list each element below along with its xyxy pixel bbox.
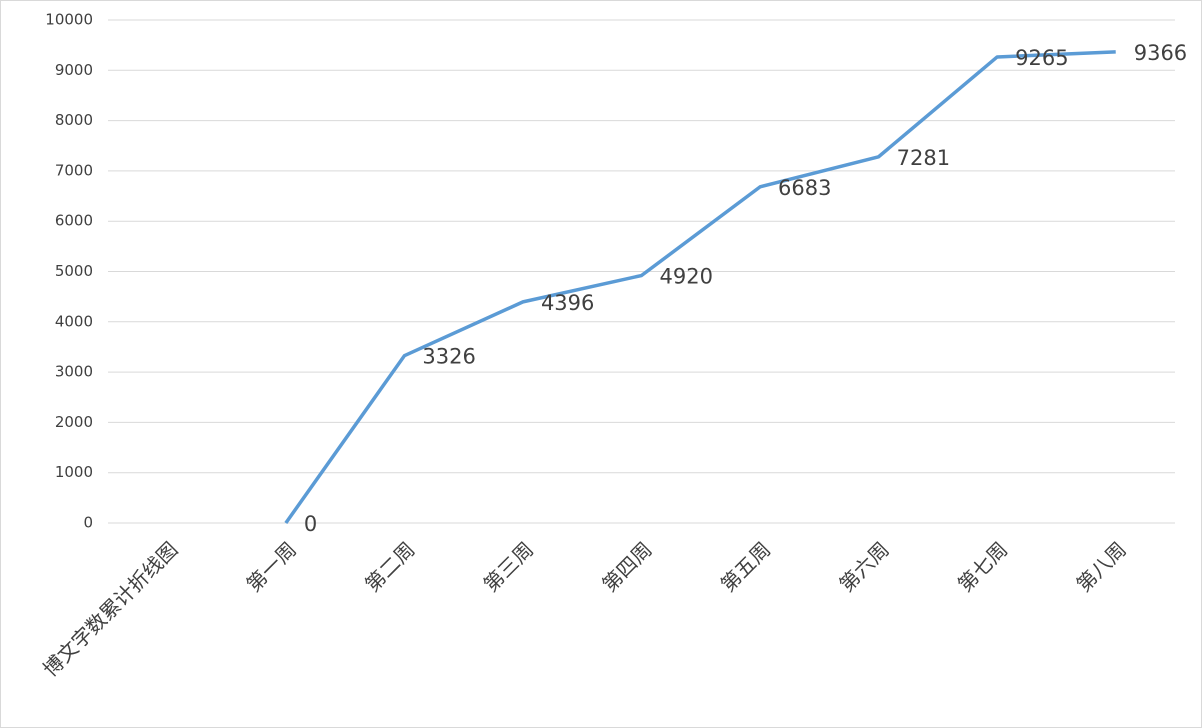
y-tick-label: 8000 <box>55 111 93 129</box>
y-tick-label: 3000 <box>55 363 93 381</box>
data-label: 9265 <box>1015 46 1068 70</box>
y-tick-label: 0 <box>83 514 93 532</box>
y-tick-label: 2000 <box>55 413 93 431</box>
y-tick-label: 1000 <box>55 463 93 481</box>
data-label: 4396 <box>541 291 594 315</box>
data-line <box>284 50 1116 525</box>
y-tick-label: 10000 <box>45 11 93 29</box>
y-tick-label: 6000 <box>55 212 93 230</box>
data-label: 6683 <box>778 176 831 200</box>
y-tick-label: 4000 <box>55 312 93 330</box>
y-tick-label: 5000 <box>55 262 93 280</box>
y-tick-label: 9000 <box>55 61 93 79</box>
data-label: 3326 <box>422 345 475 369</box>
data-label: 9366 <box>1134 41 1187 65</box>
y-tick-label: 7000 <box>55 161 93 179</box>
data-label: 4920 <box>660 265 713 289</box>
data-label: 0 <box>304 512 317 536</box>
data-label: 7281 <box>897 146 950 170</box>
